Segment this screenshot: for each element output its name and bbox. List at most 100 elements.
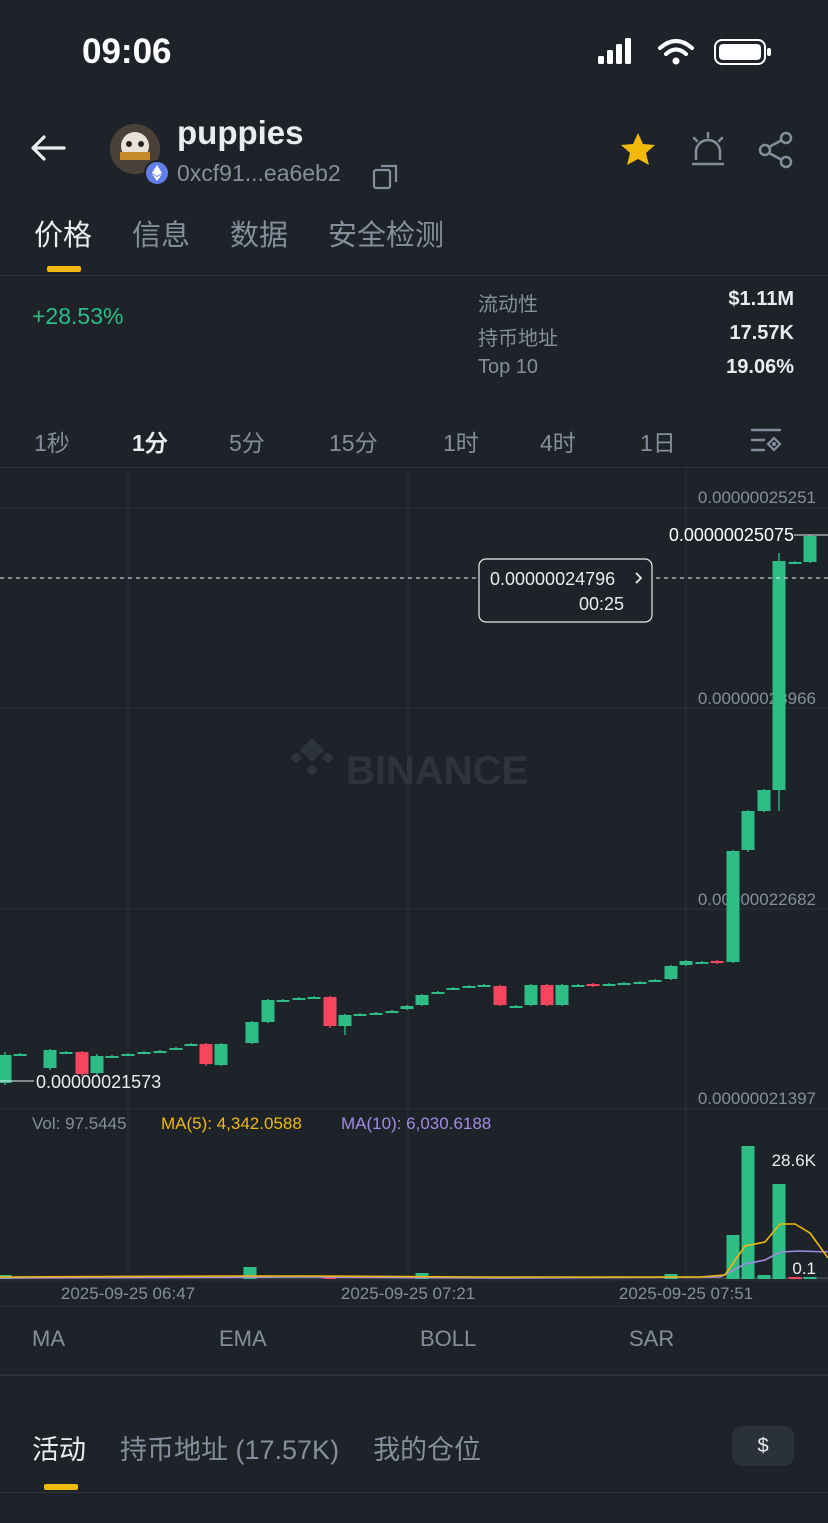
- indicator-ema[interactable]: EMA: [219, 1326, 267, 1351]
- candle: [617, 983, 631, 985]
- volume-bar: [772, 1184, 786, 1279]
- time-axis-label-3: 2025-09-25 07:51: [619, 1284, 753, 1303]
- timeframe-1s[interactable]: 1秒: [34, 430, 70, 456]
- candle: [571, 985, 585, 987]
- last-price-label: 0.00000025075: [669, 525, 794, 545]
- currency-toggle-button[interactable]: $: [732, 1426, 794, 1466]
- tab-security[interactable]: 安全检测: [328, 220, 445, 252]
- timeframe-15m[interactable]: 15分: [329, 430, 378, 456]
- timeframe-1m[interactable]: 1分: [132, 430, 168, 456]
- candle: [586, 984, 600, 986]
- main-tabs: 价格 信息 数据 安全检测: [34, 212, 444, 254]
- candle: [75, 1052, 89, 1074]
- candle: [664, 966, 678, 979]
- token-name: puppies: [177, 114, 304, 151]
- time-axis-label-1: 2025-09-25 06:47: [61, 1284, 195, 1303]
- bottom-tab-indicator: [44, 1484, 78, 1490]
- candle: [0, 1055, 12, 1083]
- tab-my-position[interactable]: 我的仓位: [373, 1435, 482, 1465]
- candle: [602, 984, 616, 986]
- price-axis-label-3: 0.00000022682: [698, 890, 816, 909]
- chart-grid: [0, 468, 828, 1281]
- copy-icon[interactable]: [372, 162, 400, 190]
- candle: [679, 961, 693, 965]
- indicator-boll[interactable]: BOLL: [420, 1326, 477, 1351]
- indicator-sar[interactable]: SAR: [629, 1326, 675, 1351]
- volume-bar: [803, 1277, 817, 1279]
- tab-data[interactable]: 数据: [230, 220, 289, 252]
- chart-settings-icon[interactable]: [750, 426, 784, 456]
- candle: [710, 961, 724, 963]
- wifi-icon: [658, 39, 694, 65]
- candle: [369, 1013, 383, 1015]
- price-axis-label-1: 0.00000025251: [698, 488, 816, 507]
- candle: [803, 536, 817, 562]
- price-tooltip[interactable]: 0.00000024796 00:25: [478, 558, 653, 623]
- bottom-divider: [0, 1492, 828, 1493]
- share-icon[interactable]: [756, 130, 796, 170]
- stat-value-liquidity: $1.11M: [728, 288, 794, 310]
- candle: [648, 980, 662, 982]
- candle: [245, 1022, 259, 1043]
- timeframe-selector: 1秒 1分 5分 15分 1时 4时 1日: [0, 424, 828, 458]
- timeframe-divider: [0, 467, 828, 468]
- stat-label-holders: 持币地址: [478, 328, 558, 350]
- candle: [493, 986, 507, 1005]
- tab-activity[interactable]: 活动: [32, 1435, 86, 1465]
- candle: [338, 1015, 352, 1026]
- candle: [184, 1044, 198, 1046]
- indicator-ma[interactable]: MA: [32, 1326, 65, 1351]
- volume-ma10: MA(10): 6,030.6188: [341, 1114, 491, 1133]
- timeframe-1d[interactable]: 1日: [640, 430, 676, 456]
- tab-holders[interactable]: 持币地址 (17.57K): [120, 1435, 340, 1465]
- status-icons: [598, 38, 772, 66]
- candle: [431, 992, 445, 994]
- candle: [477, 985, 491, 987]
- candle: [90, 1056, 104, 1073]
- stat-value-top10: 19.06%: [726, 356, 794, 378]
- candle: [137, 1052, 151, 1054]
- back-arrow-icon[interactable]: [28, 128, 68, 168]
- tab-price[interactable]: 价格: [34, 220, 93, 252]
- candle: [199, 1044, 213, 1064]
- battery-icon: [714, 39, 771, 65]
- tooltip-price: 0.00000024796: [490, 569, 615, 589]
- price-alert-icon[interactable]: [688, 130, 728, 170]
- volume-bar: [788, 1277, 802, 1279]
- candle: [43, 1050, 57, 1068]
- chart-divider: [0, 1306, 828, 1307]
- candle: [741, 811, 755, 850]
- stat-label-liquidity: 流动性: [478, 294, 538, 316]
- candle: [415, 995, 429, 1005]
- candle: [121, 1054, 135, 1056]
- time-axis-label-2: 2025-09-25 07:21: [341, 1284, 475, 1303]
- volume-ma10-line: [0, 1250, 828, 1279]
- volume-ma5: MA(5): 4,342.0588: [161, 1114, 302, 1133]
- candles: [0, 535, 817, 1085]
- candle: [214, 1044, 228, 1065]
- tooltip-chevron-icon: [635, 572, 643, 584]
- candle: [695, 962, 709, 964]
- candle: [772, 561, 786, 790]
- candle: [261, 1000, 275, 1022]
- ethereum-chain-icon: [144, 160, 170, 186]
- timeframe-4h[interactable]: 4时: [540, 430, 576, 456]
- candle: [400, 1006, 414, 1009]
- tab-info[interactable]: 信息: [132, 220, 191, 252]
- candle: [555, 985, 569, 1005]
- price-change: +28.53%: [32, 303, 124, 329]
- candle: [726, 851, 740, 962]
- candle: [788, 562, 802, 564]
- stat-value-holders: 17.57K: [729, 322, 795, 344]
- candle: [169, 1048, 183, 1050]
- candle: [59, 1052, 73, 1054]
- favorite-star-icon[interactable]: [618, 130, 658, 170]
- candlestick-chart[interactable]: BINANCE 0.00000025251 0.00000023966 0.00…: [0, 468, 828, 1308]
- candle: [353, 1014, 367, 1016]
- volume-bar: [757, 1275, 771, 1279]
- timeframe-1h[interactable]: 1时: [443, 430, 479, 456]
- tab-active-indicator: [47, 266, 81, 272]
- candle: [540, 985, 554, 1005]
- timeframe-5m[interactable]: 5分: [229, 430, 265, 456]
- status-time: 09:06: [82, 32, 172, 71]
